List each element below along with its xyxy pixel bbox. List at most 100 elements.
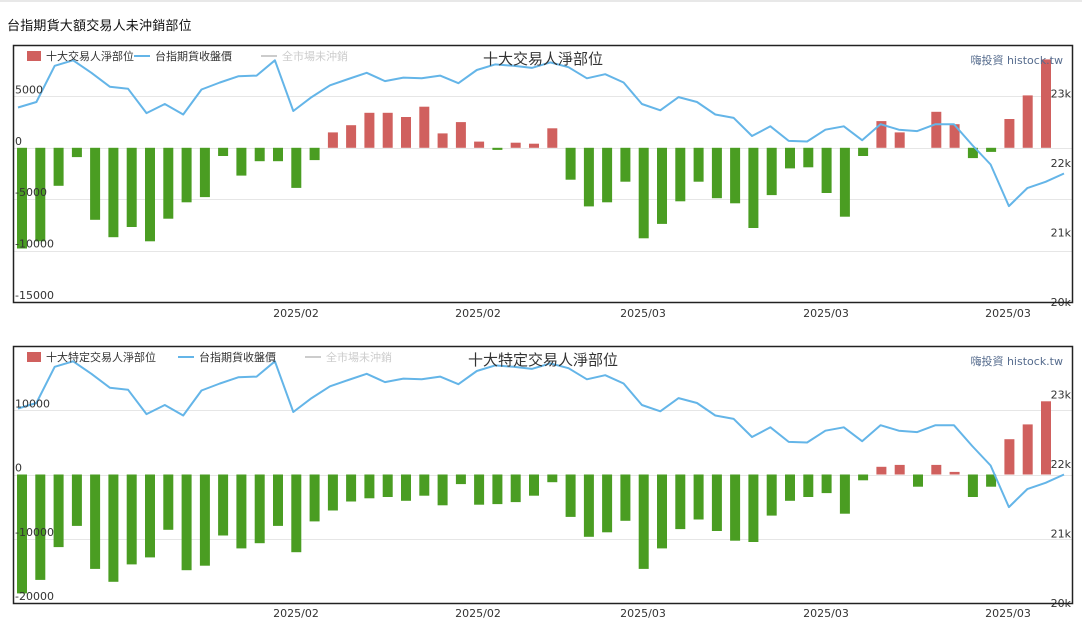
- net-position-bar: [583, 474, 594, 537]
- watermark-text: 嗨投資 histock.tw: [970, 354, 1063, 368]
- net-position-bar: [858, 147, 869, 156]
- net-position-bar: [766, 147, 777, 196]
- left-axis-tick-label: -10000: [15, 526, 54, 539]
- net-position-bar: [346, 474, 357, 502]
- net-position-bar: [181, 474, 192, 571]
- legend-bar-swatch: [27, 51, 41, 61]
- net-position-bar: [236, 147, 247, 176]
- price-line: [17, 59, 1065, 208]
- plot-frame: [12, 44, 1074, 304]
- net-position-bar: [748, 474, 759, 542]
- left-axis-tick-label: 10000: [15, 397, 50, 410]
- net-position-bar: [839, 147, 850, 217]
- net-position-bar: [364, 474, 375, 499]
- net-position-bar: [108, 147, 119, 238]
- net-position-bar: [821, 147, 832, 193]
- net-position-bar: [730, 474, 741, 541]
- net-position-bar: [931, 111, 942, 148]
- net-position-bar: [53, 147, 64, 186]
- net-position-bar: [273, 147, 283, 162]
- net-position-bar: [565, 147, 576, 180]
- net-position-bar: [419, 106, 430, 148]
- net-position-bar: [547, 128, 558, 148]
- left-axis-tick-label: -20000: [15, 590, 54, 603]
- left-axis-tick-label: 5000: [15, 83, 43, 96]
- net-position-bar: [474, 474, 485, 505]
- right-axis-tick-label: 23k: [1051, 389, 1072, 402]
- legend-bar-label: 十大交易人淨部位: [46, 49, 134, 63]
- plot-frame: [12, 345, 1074, 605]
- chart-title: 十大交易人淨部位: [483, 50, 603, 68]
- net-position-bar: [382, 474, 393, 497]
- x-axis-tick-label: 2025/02: [273, 307, 319, 320]
- net-position-bar: [730, 147, 741, 204]
- net-position-bar: [565, 474, 576, 517]
- net-position-bar: [748, 147, 759, 228]
- net-position-bar: [199, 474, 210, 566]
- net-position-bar: [657, 474, 667, 549]
- net-position-bar: [492, 147, 503, 150]
- net-position-bar: [35, 474, 46, 580]
- net-position-bar: [821, 474, 832, 494]
- net-position-bar: [693, 147, 704, 182]
- x-axis-tick-label: 2025/02: [273, 607, 319, 620]
- net-position-bar: [785, 474, 795, 501]
- net-position-bar: [766, 474, 777, 516]
- right-axis-tick-label: 21k: [1051, 227, 1072, 240]
- net-position-bar: [675, 474, 686, 530]
- net-position-bar: [17, 147, 27, 249]
- right-axis-tick-label: 22k: [1051, 458, 1072, 471]
- net-position-bar: [71, 147, 82, 158]
- left-axis-tick-label: 0: [15, 135, 22, 148]
- net-position-bar: [602, 474, 613, 533]
- net-position-bar: [291, 147, 302, 188]
- net-position-bar: [949, 471, 960, 475]
- net-position-bar: [71, 474, 82, 526]
- net-position-bar: [986, 474, 997, 487]
- net-position-bar: [163, 474, 174, 530]
- net-position-bar: [218, 474, 229, 536]
- net-position-bar: [437, 133, 448, 148]
- net-position-bar: [126, 147, 137, 227]
- net-position-bar: [583, 147, 594, 207]
- net-position-bar: [858, 474, 869, 481]
- net-position-bar: [17, 474, 27, 594]
- net-position-bar: [711, 147, 722, 199]
- page-title: 台指期貨大額交易人未沖銷部位: [7, 19, 192, 34]
- net-position-bar: [236, 474, 247, 549]
- left-axis-tick-label: -15000: [15, 289, 54, 302]
- legend-price-label: 台指期貨收盤價: [199, 350, 276, 364]
- net-position-bar: [967, 147, 978, 159]
- net-position-bar: [327, 474, 338, 511]
- net-position-bar: [218, 147, 229, 156]
- net-position-bar: [986, 147, 997, 152]
- top-divider: [0, 0, 1082, 2]
- net-position-bar: [1004, 439, 1015, 475]
- net-position-bar: [145, 474, 155, 558]
- net-position-bar: [620, 147, 631, 182]
- net-position-bar: [492, 474, 503, 505]
- net-position-bar: [181, 147, 192, 203]
- chart-top-traders: 50000-5000-10000-1500023k22k21k20k十大交易人淨…: [12, 44, 1074, 320]
- chart-top-specific-traders: 100000-10000-2000023k22k21k20k十大特定交易人淨部位…: [12, 345, 1074, 620]
- watermark-text: 嗨投資 histock.tw: [970, 53, 1063, 67]
- net-position-bar: [437, 474, 448, 506]
- x-axis-tick-label: 2025/03: [620, 607, 666, 620]
- net-position-bar: [1004, 119, 1015, 148]
- left-axis-tick-label: -5000: [15, 186, 47, 199]
- net-position-bar: [35, 147, 46, 242]
- net-position-bar: [949, 124, 960, 148]
- net-position-bar: [803, 147, 814, 168]
- right-axis-tick-label: 22k: [1051, 157, 1072, 170]
- net-position-bar: [382, 112, 393, 148]
- net-position-bar: [894, 132, 905, 148]
- net-position-bar: [620, 474, 631, 521]
- net-position-bar: [876, 121, 887, 148]
- net-position-bar: [53, 474, 64, 548]
- legend-market-label: 全市場未沖銷: [282, 49, 348, 63]
- net-position-bar: [309, 474, 320, 522]
- net-position-bar: [693, 474, 704, 520]
- x-axis-tick-label: 2025/03: [803, 307, 849, 320]
- net-position-bar: [291, 474, 302, 553]
- net-position-bar: [327, 132, 338, 148]
